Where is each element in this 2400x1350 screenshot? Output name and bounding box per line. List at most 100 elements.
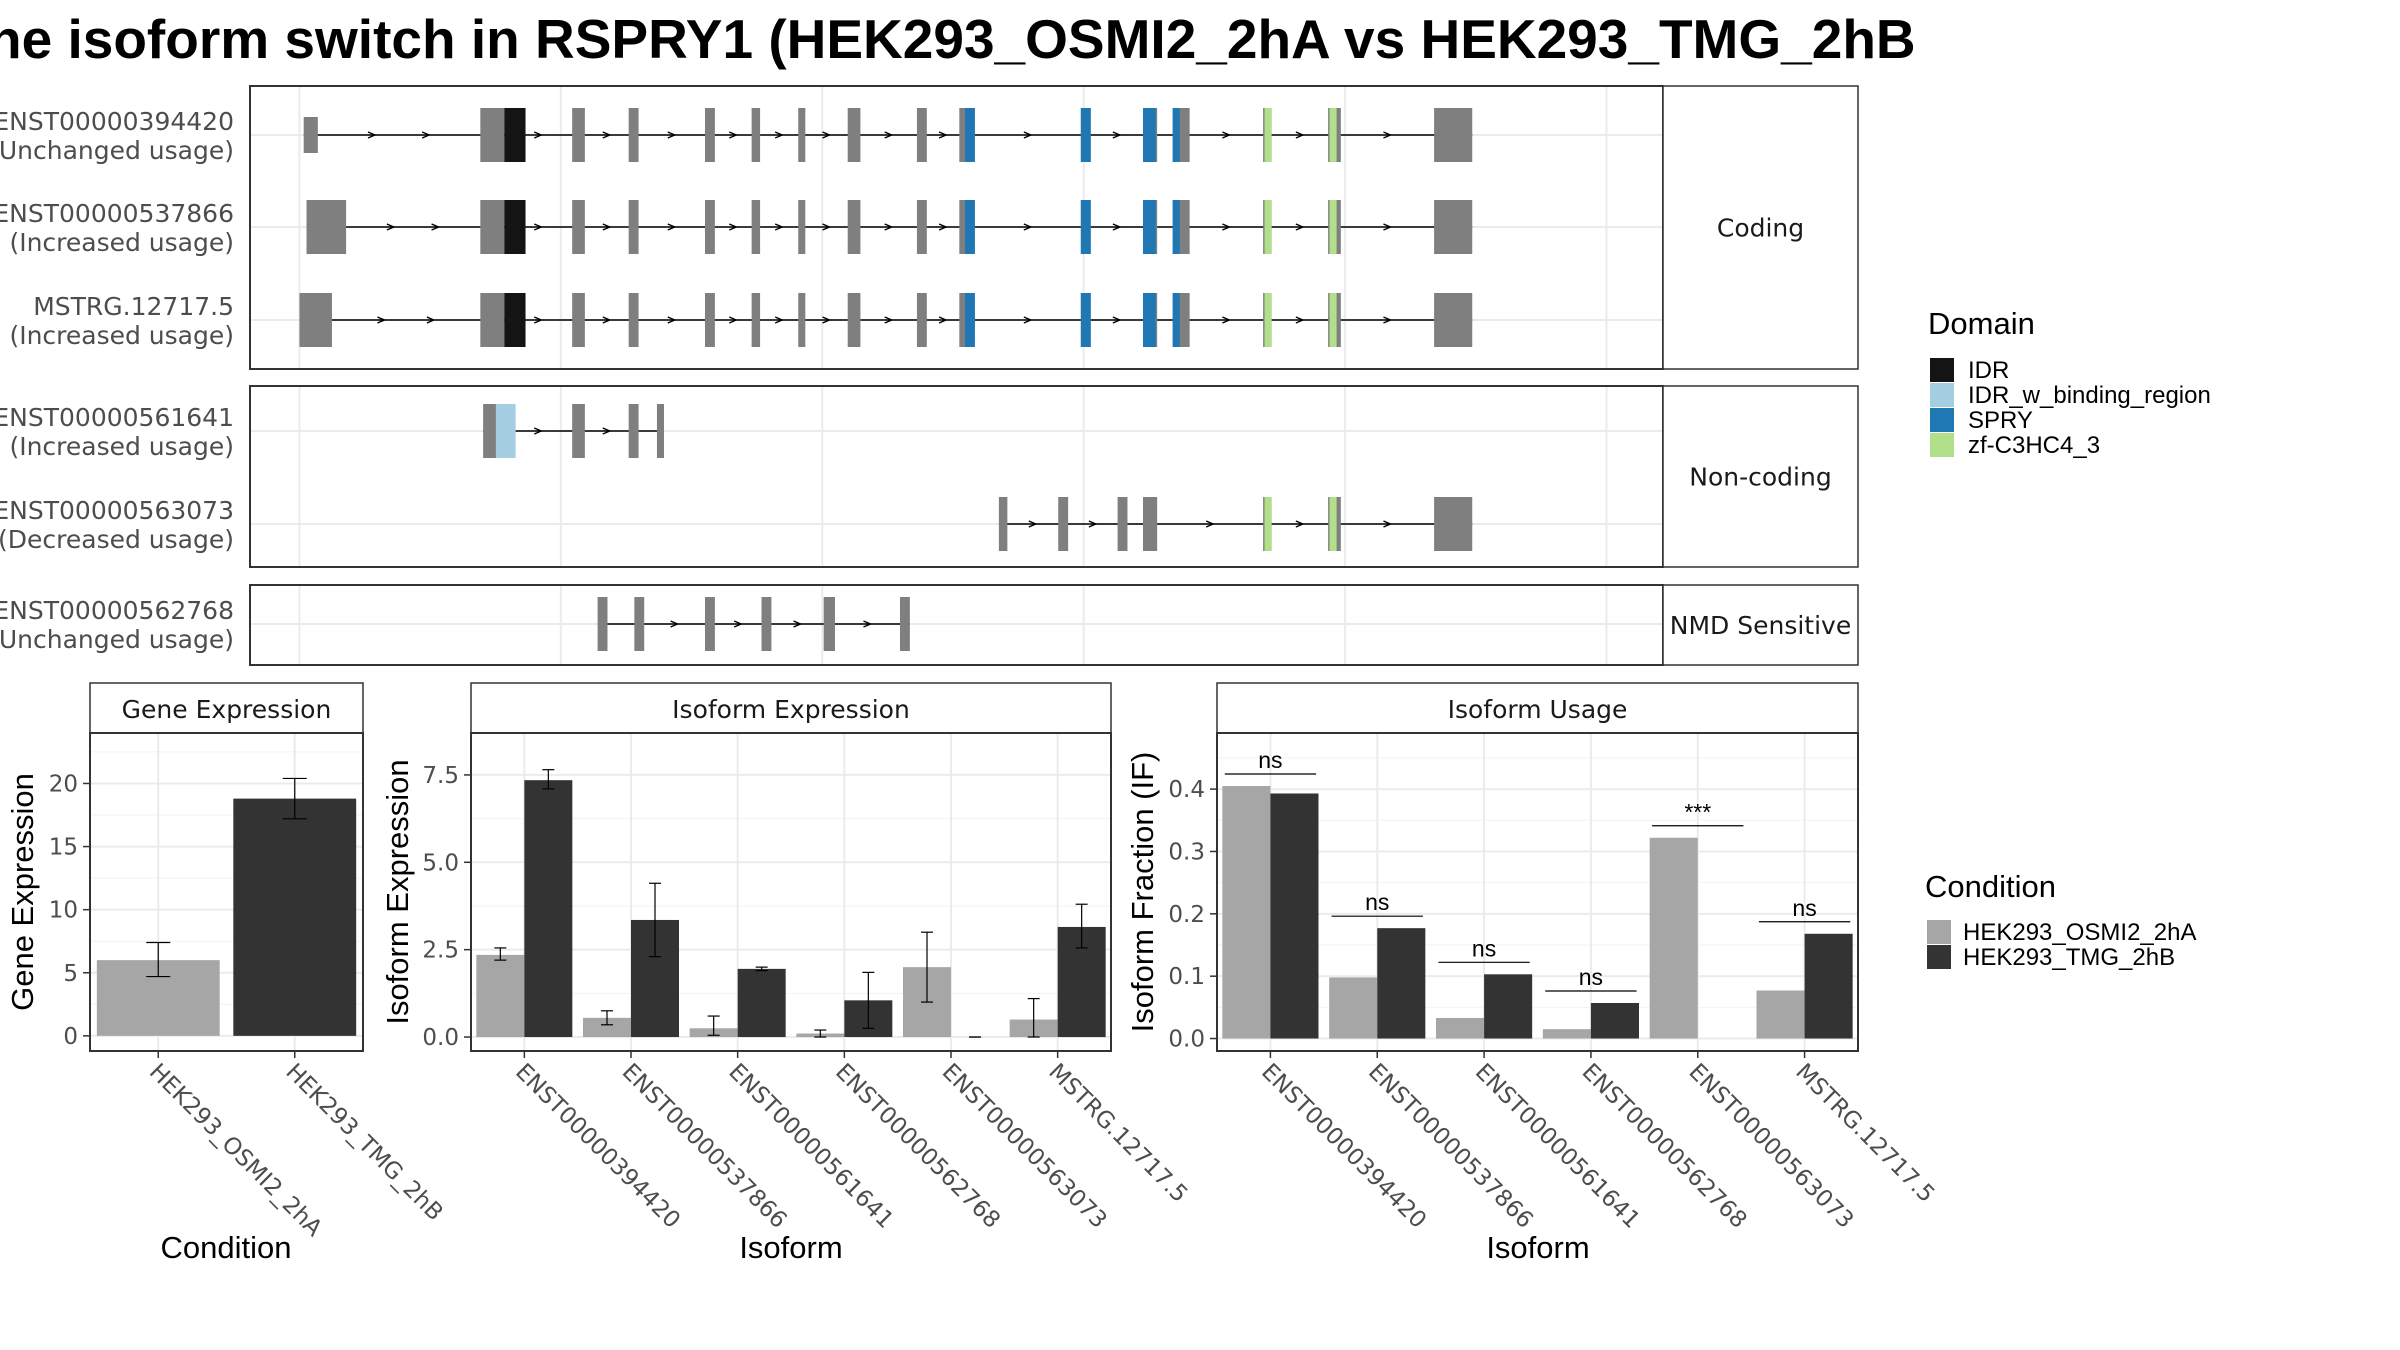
legend-label: SPRY [1968, 407, 2033, 434]
isoform-track [483, 404, 665, 458]
domain-zf-c3hc4-3 [1264, 108, 1272, 162]
intron-arrow [884, 316, 894, 324]
strip-box [1662, 85, 1859, 370]
domain-legend-title: Domain [1928, 306, 2035, 341]
exon-block [704, 293, 715, 347]
intron-arrow [421, 131, 431, 139]
exon-block [916, 293, 927, 347]
isoform-usage-label: (Unchanged usage) [0, 136, 234, 165]
legend-swatch-spry [1930, 408, 1954, 432]
domain-spry [964, 108, 975, 162]
intron-arrow [822, 223, 832, 231]
significance-label: ns [1579, 964, 1603, 990]
y-tick-label: 5.0 [422, 850, 459, 876]
isoform-id-label: MSTRG.12717.5 [33, 292, 234, 321]
exon-block [798, 108, 806, 162]
isoform-id-label: ENST00000537866 [0, 199, 234, 228]
exon-block [704, 597, 715, 651]
y-axis-title: Isoform Fraction (IF) [1125, 752, 1160, 1033]
intron-arrow [1383, 131, 1393, 139]
exon-block [847, 200, 861, 254]
panel-strip-label: Isoform Expression [672, 695, 910, 724]
exon-block [628, 200, 639, 254]
exon-block [634, 597, 645, 651]
isoform-track [306, 200, 1473, 254]
domain-spry [1172, 108, 1180, 162]
intron-arrow [1023, 316, 1033, 324]
intron-arrow [728, 131, 739, 139]
bar [1484, 974, 1533, 1039]
domain-spry [964, 200, 975, 254]
domain-zf-c3hc4-3 [1329, 497, 1337, 551]
panel-isoform-usage: Isoform Usage 0.0 0.1 0.2 0.3 0.4 ns ns ns ns *** n… [1125, 682, 1939, 1265]
exon-block [306, 200, 347, 254]
exon-block [916, 108, 927, 162]
legend-label: zf-C3HC4_3 [1968, 432, 2100, 459]
intron-arrow [602, 427, 612, 435]
intron-arrow [1295, 520, 1305, 528]
group-strip-label: NMD Sensitive [1670, 611, 1851, 640]
domain-zf-c3hc4-3 [1264, 200, 1272, 254]
y-axis-title: Gene Expression [5, 773, 40, 1011]
domain-idr [504, 108, 526, 162]
panel-isoform-expression: Isoform Expression0.02.55.07.5ENST000003… [380, 682, 1192, 1265]
domain-zf-c3hc4-3 [1329, 108, 1337, 162]
exon-block [628, 404, 639, 458]
exon-block [1117, 497, 1128, 551]
intron-arrow [1112, 223, 1122, 231]
isoform-track [303, 108, 1473, 162]
legend-swatch-zf-c3hc4-3 [1930, 433, 1954, 457]
legend-label: IDR [1968, 357, 2009, 384]
isoform-track [299, 293, 1473, 347]
intron-arrow [533, 427, 544, 435]
y-tick-label: 7.5 [422, 763, 459, 789]
domain-spry [1172, 293, 1180, 347]
intron-arrow [733, 620, 743, 628]
intron-arrow [1205, 520, 1215, 528]
exon-block [572, 404, 585, 458]
intron-arrow [1112, 131, 1122, 139]
domain-spry [1080, 200, 1091, 254]
panel-border [470, 732, 1112, 1052]
structure-panel-coding: ENST00000394420(Unchanged usage) ENST0000… [0, 85, 1859, 370]
exon-block [480, 200, 505, 254]
intron-arrow [1222, 316, 1232, 324]
intron-arrow [1088, 520, 1098, 528]
intron-arrow [367, 131, 377, 139]
bar [737, 968, 786, 1038]
intron-arrow [1222, 131, 1232, 139]
domain-spry [1080, 108, 1091, 162]
significance-label: *** [1684, 799, 1711, 825]
intron-arrow [1295, 131, 1305, 139]
bar [1329, 977, 1378, 1039]
exon-block [916, 200, 927, 254]
exon-block [751, 200, 761, 254]
intron-arrow [533, 223, 544, 231]
intron-arrow [386, 223, 396, 231]
intron-arrow [1222, 223, 1232, 231]
domain-spry [1143, 108, 1156, 162]
exon-block [303, 117, 318, 153]
intron-arrow [667, 223, 677, 231]
intron-arrow [1112, 316, 1122, 324]
intron-arrow [938, 316, 948, 324]
isoform-usage-label: (Decreased usage) [0, 525, 234, 554]
panel-border [1216, 732, 1859, 1052]
intron-arrow [377, 316, 387, 324]
intron-arrow [426, 316, 436, 324]
exon-block [704, 108, 715, 162]
exon-block [480, 293, 505, 347]
legend-swatch-condition [1927, 920, 1951, 944]
strip-box [1662, 584, 1859, 666]
group-strip-label: Coding [1717, 214, 1804, 243]
intron-arrow [793, 620, 803, 628]
isoform-id-label: ENST00000561641 [0, 403, 234, 432]
legend-swatch-idr-w-binding-region [1930, 383, 1954, 407]
intron-arrow [533, 316, 544, 324]
intron-arrow [1295, 223, 1305, 231]
exon-block [1434, 293, 1473, 347]
bar [1804, 933, 1853, 1039]
isoform-track [597, 597, 910, 651]
exon-block [656, 404, 665, 458]
intron-arrow [1023, 223, 1033, 231]
